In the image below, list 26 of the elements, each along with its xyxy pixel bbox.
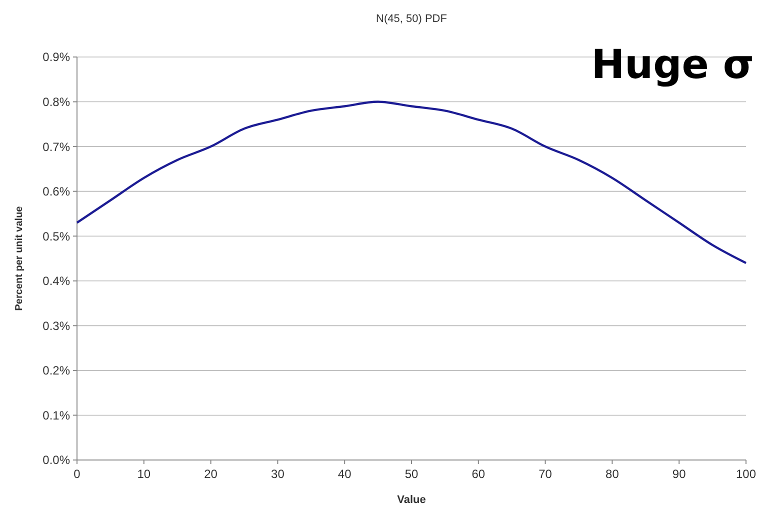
y-tick-label: 0.1%: [42, 408, 70, 422]
y-tick-label: 0.9%: [42, 50, 70, 64]
x-tick-label: 80: [606, 467, 620, 481]
y-tick-label: 0.7%: [42, 140, 70, 154]
x-tick-label: 40: [338, 467, 352, 481]
annotation: Huge σ: [591, 42, 754, 88]
x-tick-label: 100: [736, 467, 756, 481]
x-tick-label: 30: [271, 467, 285, 481]
y-tick-label: 0.0%: [42, 453, 70, 468]
x-tick-label: 60: [472, 467, 486, 481]
y-tick-label: 0.3%: [42, 318, 70, 333]
x-tick-label: 70: [538, 467, 552, 481]
y-tick-label: 0.5%: [42, 229, 70, 244]
line-series: [76, 100, 748, 264]
chart-title: N(45, 50) PDF: [376, 13, 448, 25]
y-tick-label: 0.4%: [42, 274, 70, 288]
x-tick-label: 0: [74, 467, 81, 481]
y-tick-label: 0.2%: [42, 364, 70, 378]
y-tick-label: 0.6%: [42, 184, 70, 199]
x-tick-label: 10: [137, 467, 151, 481]
x-tick-label: 90: [672, 467, 686, 481]
y-axis-title: Percent per unit value: [14, 206, 25, 311]
x-tick-label: 50: [404, 467, 418, 481]
x-tick-label: 20: [204, 467, 218, 481]
x-axis-title: Value: [397, 494, 426, 505]
y-tick-label: 0.8%: [42, 94, 70, 109]
